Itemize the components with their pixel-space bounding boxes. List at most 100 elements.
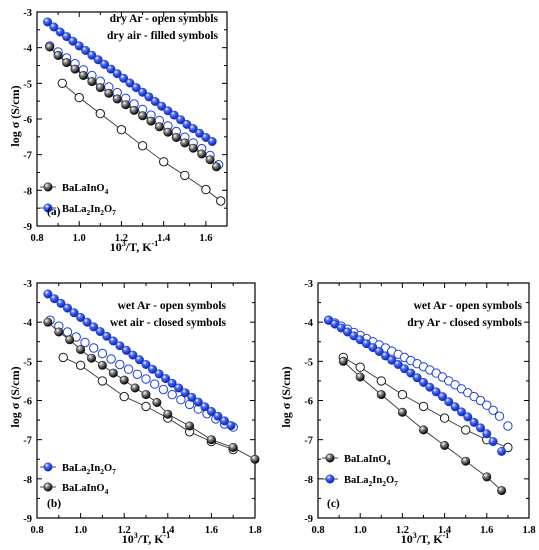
data-point-bala2in2o7-dry-air-a <box>169 110 179 120</box>
data-point-balaino4-dry-ar-c <box>376 390 386 400</box>
data-point-balaino4-dry-ar-c <box>482 472 492 482</box>
data-point-bala2in2o7-dry-ar-c <box>425 382 435 392</box>
data-point-balaino4-dry-ar-a <box>95 108 106 119</box>
x-axis-label-b: 103/T, K-1 <box>122 531 170 546</box>
data-point-balaino4-wet-air-b <box>43 317 53 327</box>
data-point-balaino4-wet-air-b <box>163 409 173 419</box>
x-axis-label-c: 103/T, K-1 <box>401 531 449 546</box>
data-point-balaino4-wet-ar-c <box>376 376 386 386</box>
data-point-bala2in2o7-dry-ar-c <box>374 346 384 356</box>
data-point-bala2in2o7-wet-ar-b <box>123 364 134 374</box>
data-point-bala2in2o7-dry-air-a <box>62 32 72 42</box>
data-point-bala2in2o7-dry-ar-c <box>380 351 390 361</box>
plot-area-b: -9 -8 -7 -6 -5 -4 -3 0.8 1.0 1.2 1.4 1.6 1.8 BaLa2In2… <box>23 279 261 536</box>
data-point-balaino4-dry-ar-c <box>418 425 428 435</box>
y-tick-label-c: -8 <box>304 475 313 486</box>
data-point-balaino4-wet-ar-b <box>97 376 108 386</box>
data-point-balaino4-dry-air-a <box>87 77 97 87</box>
data-point-bala2in2o7-wet-ar-b <box>62 327 73 337</box>
data-point-bala2in2o7-wet-air-b <box>206 406 216 416</box>
legend-marker-b <box>43 462 53 472</box>
y-tick-label-c: -5 <box>304 357 313 368</box>
x-tick-label-b: 1.2 <box>118 525 131 536</box>
data-point-balaino4-dry-air-a <box>171 133 181 143</box>
data-point-bala2in2o7-wet-air-b <box>102 331 112 341</box>
y-tick-label-b: -7 <box>23 436 32 447</box>
x-tick-label-a: 0.8 <box>30 233 43 244</box>
data-point-bala2in2o7-wet-air-b <box>115 341 125 351</box>
data-point-bala2in2o7-dry-ar-c <box>482 429 492 439</box>
plot-area-a: -9 -8 -7 -6 -5 -4 -3 0.8 1.0 1.2 1.4 1.6 BaLaInO4 BaL… <box>23 8 228 244</box>
data-point-balaino4-wet-air-b <box>152 397 162 407</box>
data-point-bala2in2o7-dry-air-a <box>138 87 148 97</box>
y-tick-label-c: -9 <box>304 514 313 525</box>
data-point-bala2in2o7-dry-air-a <box>43 17 53 27</box>
data-point-bala2in2o7-wet-ar-b <box>141 374 151 384</box>
y-tick-label-b: -4 <box>23 318 32 329</box>
data-point-bala2in2o7-dry-air-a <box>150 97 160 107</box>
data-point-bala2in2o7-dry-air-a <box>100 59 110 69</box>
y-tick-label-a: -9 <box>23 222 32 233</box>
x-tick-label-a: 1.4 <box>157 233 171 244</box>
data-point-bala2in2o7-dry-air-a <box>157 101 167 111</box>
data-point-balaino4-wet-air-b <box>87 353 97 363</box>
data-point-balaino4-dry-ar-c <box>397 407 407 417</box>
y-tick-label-b: -6 <box>23 397 32 408</box>
data-point-bala2in2o7-dry-ar-c <box>406 368 416 378</box>
y-tick-label-a: -6 <box>23 115 32 126</box>
data-point-balaino4-dry-ar-a <box>57 78 67 89</box>
data-point-bala2in2o7-dry-air-a <box>201 133 211 143</box>
data-point-balaino4-wet-air-b <box>54 327 64 337</box>
data-point-bala2in2o7-wet-ar-c <box>503 421 513 431</box>
data-point-bala2in2o7-dry-air-a <box>68 36 78 46</box>
data-point-bala2in2o7-dry-air-a <box>131 83 141 93</box>
y-tick-label-a: -4 <box>23 44 32 55</box>
data-point-bala2in2o7-dry-air-a <box>176 115 186 125</box>
data-point-balaino4-dry-air-a <box>95 83 105 93</box>
data-point-balaino4-wet-air-b <box>250 454 260 464</box>
data-point-balaino4-wet-air-b <box>130 383 140 393</box>
data-point-bala2in2o7-dry-air-a <box>55 27 65 37</box>
legend-label-b: BaLa2In2O7 <box>62 463 116 476</box>
data-point-bala2in2o7-wet-ar-c <box>475 395 486 406</box>
data-point-bala2in2o7-dry-ar-c <box>393 359 403 369</box>
annotation-b-2: wet air - closed symbols <box>110 317 227 329</box>
data-point-bala2in2o7-dry-air-a <box>74 41 84 51</box>
data-point-bala2in2o7-dry-air-a <box>125 78 135 88</box>
data-point-bala2in2o7-wet-air-b <box>56 298 66 308</box>
x-tick-label-a: 1.2 <box>115 233 128 244</box>
data-point-bala2in2o7-wet-air-b <box>161 374 171 384</box>
data-point-bala2in2o7-dry-ar-c <box>497 446 507 456</box>
data-point-balaino4-wet-ar-c <box>397 389 408 400</box>
data-point-bala2in2o7-wet-ar-c <box>494 411 505 421</box>
legend-label-a: BaLaInO4 <box>62 183 109 196</box>
x-tick-label-c: 0.8 <box>311 525 324 536</box>
data-point-bala2in2o7-wet-air-b <box>76 312 86 322</box>
y-axis-label-b: log σ (S/cm) <box>8 366 22 427</box>
data-point-balaino4-dry-ar-c <box>338 356 348 366</box>
data-point-bala2in2o7-dry-air-a <box>81 45 91 55</box>
data-point-bala2in2o7-dry-air-a <box>119 73 129 83</box>
data-point-balaino4-wet-air-b <box>206 435 216 445</box>
data-point-balaino4-wet-ar-b <box>119 391 129 402</box>
data-point-bala2in2o7-dry-ar-c <box>399 364 409 374</box>
data-point-balaino4-dry-air-a <box>163 127 173 137</box>
y-tick-label-c: -7 <box>304 436 313 447</box>
y-axis-label-c: log σ (S/cm) <box>279 366 293 427</box>
data-point-bala2in2o7-wet-air-b <box>167 378 177 388</box>
data-point-balaino4-wet-air-b <box>119 375 129 385</box>
data-point-balaino4-wet-ar-c <box>418 401 429 412</box>
data-point-bala2in2o7-dry-ar-c <box>450 402 460 412</box>
data-point-bala2in2o7-wet-ar-b <box>115 359 125 370</box>
data-point-bala2in2o7-wet-ar-b <box>80 337 90 348</box>
y-tick-label-a: -7 <box>23 151 32 162</box>
data-point-bala2in2o7-dry-ar-c <box>475 423 485 433</box>
x-tick-label-a: 1.0 <box>73 233 86 244</box>
data-point-balaino4-dry-ar-a <box>116 125 127 135</box>
data-point-balaino4-wet-ar-b <box>75 360 86 370</box>
data-point-bala2in2o7-dry-air-a <box>112 69 122 79</box>
x-tick-label-b: 1.4 <box>161 525 175 536</box>
legend-label-c: BaLa2In2O7 <box>344 475 398 488</box>
legend-marker-a <box>43 203 53 213</box>
